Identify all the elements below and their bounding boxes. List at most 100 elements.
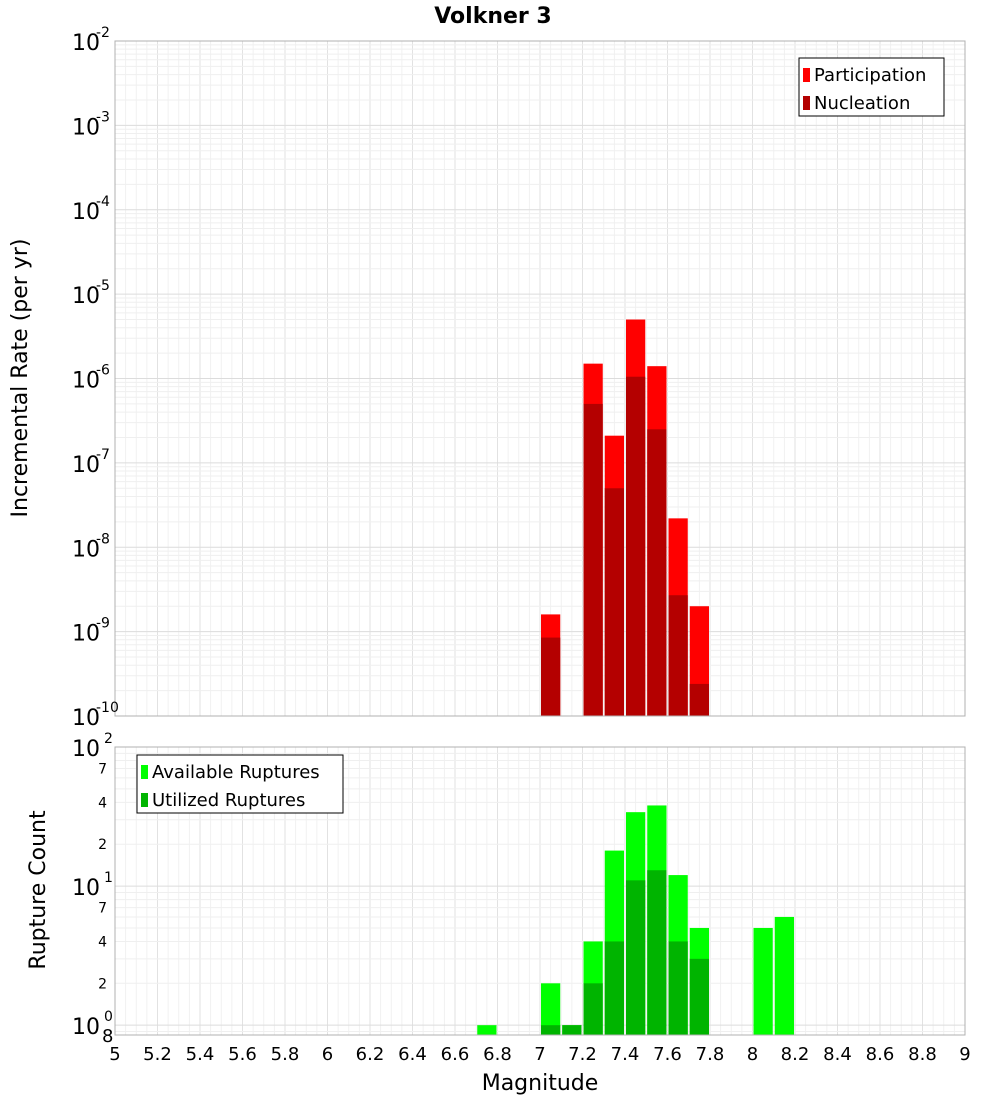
bottom-legend: Available Ruptures Utilized Ruptures — [136, 754, 344, 814]
top-y-tick-label: 10-8 — [72, 531, 110, 562]
bottom-y-tick-base: 10 — [72, 876, 100, 901]
top-bar-nucleation — [604, 488, 624, 716]
bottom-y-tick-label: 7 — [98, 901, 107, 917]
bottom-y-tick-label: 7 — [98, 762, 107, 778]
top-y-tick-label: 10-5 — [72, 278, 110, 309]
top-y-tick-exponent: -5 — [96, 278, 110, 294]
top-legend-label: Nucleation — [814, 93, 910, 114]
top-y-tick-base: 10 — [72, 537, 100, 562]
x-tick-label: 8.2 — [781, 1044, 810, 1065]
bottom-y-tick-base: 10 — [72, 1015, 100, 1040]
x-axis-label: Magnitude — [482, 1071, 599, 1096]
top-legend-swatch — [803, 96, 810, 110]
top-plot-area — [114, 40, 966, 717]
bottom-bar-utilized-ruptures — [647, 870, 667, 1035]
top-y-tick-base: 10 — [72, 622, 100, 647]
top-y-axis-label: Incremental Rate (per yr) — [8, 239, 33, 518]
bottom-y-tick-label: 10 2 — [72, 731, 113, 762]
bottom-y-tick-exponent: 2 — [104, 731, 113, 747]
bottom-y-tick-label: 4 — [98, 934, 107, 950]
chart-title: Volkner 3 — [434, 4, 552, 29]
bottom-legend-swatch — [141, 765, 148, 779]
bottom-y-tick-label: 8 — [102, 1026, 113, 1047]
x-tick-label: 6.4 — [398, 1044, 427, 1065]
bottom-bar-utilized-ruptures — [541, 1025, 561, 1035]
top-y-tick-label: 10-7 — [72, 447, 110, 478]
top-y-tick-exponent: -8 — [96, 531, 110, 547]
top-y-tick-label: 10-3 — [72, 109, 110, 140]
top-bar-nucleation — [583, 403, 603, 716]
bottom-bar-available-ruptures — [753, 927, 773, 1035]
top-y-tick-exponent: -7 — [96, 447, 110, 463]
x-tick-label: 8.6 — [866, 1044, 895, 1065]
top-y-tick-exponent: -3 — [96, 109, 110, 125]
bottom-y-tick-exponent: 0 — [104, 1009, 113, 1025]
top-y-tick-base: 10 — [72, 706, 100, 731]
x-tick-label: 6.2 — [356, 1044, 385, 1065]
x-tick-label: 6.6 — [441, 1044, 470, 1065]
bottom-bar-utilized-ruptures — [668, 941, 688, 1035]
top-y-tick-base: 10 — [72, 200, 100, 225]
top-y-tick-base: 10 — [72, 115, 100, 140]
bottom-plot-area — [114, 746, 966, 1036]
x-tick-label: 7 — [534, 1044, 545, 1065]
bottom-legend-label: Utilized Ruptures — [152, 790, 305, 811]
top-bar-nucleation — [626, 376, 646, 716]
bottom-legend-swatch — [141, 793, 148, 807]
bottom-y-tick-exponent: 1 — [104, 870, 113, 886]
x-tick-label: 8 — [747, 1044, 758, 1065]
x-tick-label: 9 — [959, 1044, 970, 1065]
top-legend-swatch — [803, 68, 810, 82]
bottom-y-axis-label: Rupture Count — [26, 810, 51, 970]
top-y-tick-base: 10 — [72, 284, 100, 309]
x-tick-label: 7.6 — [653, 1044, 682, 1065]
top-legend-label: Participation — [814, 65, 926, 86]
x-tick-label: 5.2 — [143, 1044, 172, 1065]
top-bar-nucleation — [689, 683, 709, 716]
x-tick-label: 7.2 — [568, 1044, 597, 1065]
top-y-tick-exponent: -2 — [96, 25, 110, 41]
bottom-bar-utilized-ruptures — [689, 958, 709, 1035]
top-legend: Participation Nucleation — [798, 57, 945, 117]
bottom-y-tick-label: 2 — [98, 976, 107, 992]
bottom-y-tick-base: 10 — [72, 737, 100, 762]
x-tick-label: 6 — [322, 1044, 333, 1065]
bottom-y-tick-label: 4 — [98, 795, 107, 811]
top-y-tick-base: 10 — [72, 31, 100, 56]
top-y-tick-base: 10 — [72, 453, 100, 478]
x-tick-label: 7.8 — [696, 1044, 725, 1065]
top-bar-nucleation — [647, 429, 667, 716]
x-tick-label: 5 — [109, 1044, 120, 1065]
top-plot-border — [114, 40, 966, 717]
bottom-y-tick-label: 10 0 — [72, 1009, 113, 1040]
top-y-tick-label: 10-2 — [72, 25, 110, 56]
x-tick-label: 8.8 — [908, 1044, 937, 1065]
bottom-legend-box — [136, 754, 344, 814]
bottom-bar-utilized-ruptures — [583, 983, 603, 1035]
bottom-bar-utilized-ruptures — [562, 1025, 582, 1035]
top-y-tick-label: 10-4 — [72, 194, 110, 225]
top-y-tick-label: 10-10 — [72, 700, 119, 731]
top-y-tick-base: 10 — [72, 369, 100, 394]
bottom-bar-utilized-ruptures — [626, 880, 646, 1035]
x-tick-label: 5.6 — [228, 1044, 257, 1065]
x-tick-label: 7.4 — [611, 1044, 640, 1065]
x-tick-label: 8.4 — [823, 1044, 852, 1065]
top-y-tick-exponent: -4 — [96, 194, 110, 210]
top-y-tick-label: 10-9 — [72, 616, 110, 647]
top-y-tick-exponent: -6 — [96, 363, 110, 379]
bottom-y-tick-label: 2 — [98, 837, 107, 853]
top-y-tick-label: 10-6 — [72, 363, 110, 394]
top-y-tick-exponent: -10 — [96, 700, 119, 716]
top-y-tick-exponent: -9 — [96, 616, 110, 632]
bottom-plot-border — [114, 746, 966, 1036]
bottom-bar-available-ruptures — [477, 1025, 497, 1035]
bottom-y-tick-label: 10 1 — [72, 870, 113, 901]
top-bar-nucleation — [541, 637, 561, 716]
top-legend-box — [798, 57, 945, 117]
bottom-bar-utilized-ruptures — [604, 941, 624, 1035]
bottom-bar-available-ruptures — [541, 983, 561, 1035]
x-tick-label: 6.8 — [483, 1044, 512, 1065]
